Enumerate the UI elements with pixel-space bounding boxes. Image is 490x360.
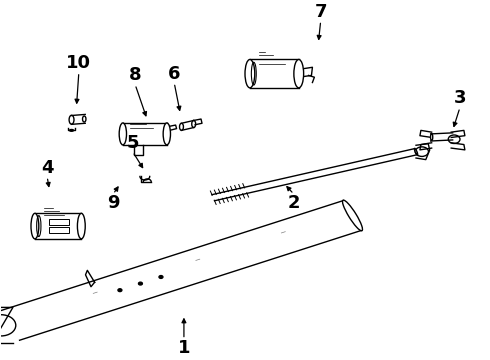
Circle shape xyxy=(159,275,163,278)
Ellipse shape xyxy=(82,116,86,122)
Ellipse shape xyxy=(179,123,183,130)
Bar xyxy=(49,227,69,233)
Ellipse shape xyxy=(31,213,39,239)
Ellipse shape xyxy=(415,148,417,155)
Ellipse shape xyxy=(343,200,363,231)
Text: 6: 6 xyxy=(168,65,180,83)
Ellipse shape xyxy=(69,115,74,124)
Text: 2: 2 xyxy=(288,194,300,212)
Text: 7: 7 xyxy=(315,3,327,21)
Text: 5: 5 xyxy=(126,134,139,152)
Circle shape xyxy=(139,282,143,285)
Ellipse shape xyxy=(192,121,196,127)
Ellipse shape xyxy=(294,59,304,88)
Ellipse shape xyxy=(431,134,433,141)
Text: 3: 3 xyxy=(454,90,466,108)
Bar xyxy=(49,219,69,225)
Text: 4: 4 xyxy=(41,159,53,177)
Ellipse shape xyxy=(77,213,85,239)
Text: 9: 9 xyxy=(107,194,120,212)
Ellipse shape xyxy=(245,59,255,88)
Text: 10: 10 xyxy=(66,54,91,72)
Text: 8: 8 xyxy=(129,67,142,85)
Ellipse shape xyxy=(119,123,126,145)
Ellipse shape xyxy=(163,123,171,145)
Text: 1: 1 xyxy=(178,339,190,357)
Circle shape xyxy=(118,289,122,292)
